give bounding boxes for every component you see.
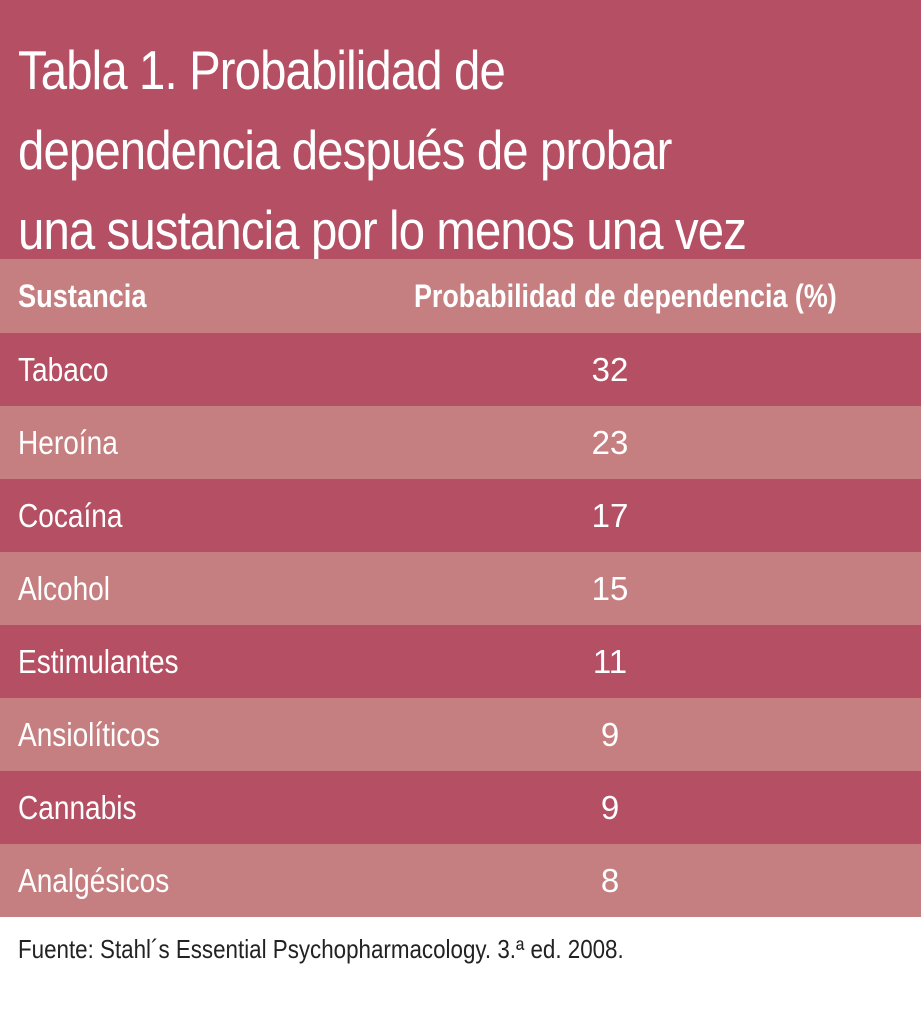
table-row: Ansiolíticos 9 [0, 698, 921, 771]
substance-cell: Cocaína [18, 496, 123, 534]
table-row: Estimulantes 11 [0, 625, 921, 698]
substance-cell: Heroína [18, 423, 118, 461]
probability-cell: 11 [592, 642, 628, 680]
substance-cell: Tabaco [18, 350, 109, 388]
table-title-line-2: dependencia después de probar [18, 119, 672, 181]
table-row: Cocaína 17 [0, 479, 921, 552]
table-row: Heroína 23 [0, 406, 921, 479]
probability-cell: 17 [591, 496, 629, 534]
dependency-table-card: Tabla 1. Probabilidad de dependencia des… [0, 0, 921, 917]
table-title-line-1: Tabla 1. Probabilidad de [18, 39, 506, 101]
table-row: Alcohol 15 [0, 552, 921, 625]
table-header-row: Sustancia Probabilidad de dependencia (%… [0, 259, 921, 333]
probability-cell: 9 [600, 715, 620, 753]
probability-cell: 15 [591, 569, 629, 607]
substance-cell: Alcohol [18, 569, 110, 607]
probability-cell: 32 [591, 350, 629, 388]
source-note: Fuente: Stahl´s Essential Psychopharmaco… [18, 934, 624, 964]
probability-cell: 8 [600, 861, 620, 899]
substance-cell: Analgésicos [18, 861, 170, 899]
probability-cell: 9 [600, 788, 620, 826]
substance-cell: Estimulantes [18, 642, 179, 680]
header-substance: Sustancia [18, 277, 147, 314]
table-row: Tabaco 32 [0, 333, 921, 406]
table-row: Analgésicos 8 [0, 844, 921, 917]
table-title-line-3: una sustancia por lo menos una vez [18, 199, 747, 261]
probability-cell: 23 [591, 423, 629, 461]
table-title: Tabla 1. Probabilidad de dependencia des… [0, 0, 921, 261]
table-row: Cannabis 9 [0, 771, 921, 844]
header-probability: Probabilidad de dependencia (%) [414, 277, 837, 314]
substance-cell: Ansiolíticos [18, 715, 160, 753]
substance-cell: Cannabis [18, 788, 137, 826]
